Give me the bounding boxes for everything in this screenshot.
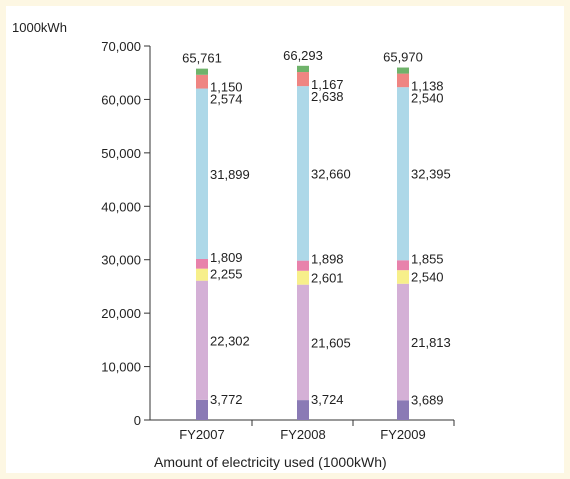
x-category-label: FY2009 — [380, 427, 426, 442]
bar-total-label: 66,293 — [283, 48, 323, 63]
bar-value-label: 21,813 — [411, 335, 451, 350]
y-tick-label: 50,000 — [101, 146, 141, 161]
bar-segment — [196, 268, 208, 281]
bar-segment — [297, 400, 309, 420]
bar-segment — [196, 88, 208, 259]
bar-value-label: 1,167 — [311, 77, 344, 92]
bar-value-label: 2,638 — [311, 89, 344, 104]
bar-segment — [397, 270, 409, 284]
bar-value-label: 31,899 — [210, 167, 250, 182]
bar-value-label: 2,540 — [411, 270, 444, 285]
bar-segment — [297, 284, 309, 401]
x-category-label: FY2007 — [179, 427, 225, 442]
plot-area: 0 10,000 20,000 30,000 40,000 50,000 60,000 70,… — [101, 39, 455, 442]
bar-total-label: 65,970 — [383, 50, 423, 65]
bar-segment — [196, 68, 208, 75]
bar-segment — [196, 258, 208, 269]
bar-value-label: 2,574 — [210, 92, 243, 107]
bar-value-label: 1,138 — [411, 79, 444, 94]
bar-value-label: 22,302 — [210, 333, 250, 348]
bar-value-label: 21,605 — [311, 335, 351, 350]
bar-segment — [196, 280, 208, 400]
bar-value-label: 32,660 — [311, 166, 351, 181]
bar-segment — [297, 86, 309, 261]
bar-segment — [297, 65, 309, 73]
bar-value-label: 2,540 — [411, 91, 444, 106]
chart-panel: 1000kWh Amount of electricity used (1000… — [6, 6, 564, 473]
unit-label: 1000kWh — [12, 20, 67, 35]
bar-value-label: 3,724 — [311, 392, 344, 407]
y-tick-label: 40,000 — [101, 199, 141, 214]
stacked-bar-chart: 1000kWh Amount of electricity used (1000… — [12, 20, 455, 470]
bar-segment — [196, 399, 208, 420]
y-tick-label: 70,000 — [101, 39, 141, 54]
bar-segment — [397, 67, 409, 74]
bar-value-label: 32,395 — [411, 167, 451, 182]
x-category-label: FY2008 — [280, 427, 326, 442]
y-tick-label: 60,000 — [101, 92, 141, 107]
bar-segment — [297, 260, 309, 271]
bar-value-label: 1,855 — [411, 251, 444, 266]
bar-segment — [397, 87, 409, 261]
y-tick-label: 0 — [134, 413, 141, 428]
bar-segment — [397, 283, 409, 401]
bar-value-label: 3,689 — [411, 392, 444, 407]
y-tick-label: 20,000 — [101, 306, 141, 321]
bar-value-label: 1,150 — [210, 80, 243, 95]
bar-value-label: 2,601 — [311, 271, 344, 286]
bar-segment — [297, 72, 309, 87]
bar-value-label: 2,255 — [210, 267, 243, 282]
bar-segment — [397, 73, 409, 88]
x-axis-title: Amount of electricity used (1000kWh) — [154, 454, 387, 470]
bar-value-label: 1,809 — [210, 250, 243, 265]
bar-segment — [297, 270, 309, 285]
y-tick-label: 10,000 — [101, 360, 141, 375]
bar-value-label: 1,898 — [311, 252, 344, 267]
y-tick-label: 30,000 — [101, 253, 141, 268]
bar-segment — [397, 400, 409, 420]
bar-total-label: 65,761 — [182, 51, 222, 66]
bar-segment — [196, 74, 208, 89]
bar-segment — [397, 260, 409, 271]
bar-value-label: 3,772 — [210, 392, 243, 407]
